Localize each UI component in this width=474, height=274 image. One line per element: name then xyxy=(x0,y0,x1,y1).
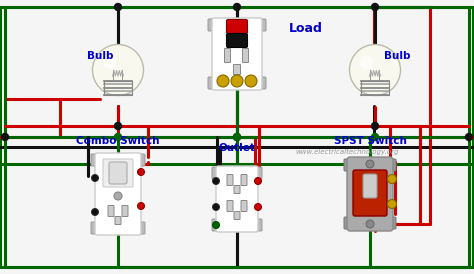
Text: SPST Switch: SPST Switch xyxy=(334,136,406,146)
Circle shape xyxy=(212,178,219,184)
Circle shape xyxy=(212,221,219,229)
FancyBboxPatch shape xyxy=(225,48,230,62)
FancyBboxPatch shape xyxy=(234,185,240,193)
FancyBboxPatch shape xyxy=(212,18,262,90)
FancyBboxPatch shape xyxy=(353,170,387,216)
FancyBboxPatch shape xyxy=(227,19,247,33)
Circle shape xyxy=(349,44,401,96)
Circle shape xyxy=(217,75,229,87)
Circle shape xyxy=(231,75,243,87)
Circle shape xyxy=(92,44,144,96)
FancyBboxPatch shape xyxy=(363,174,377,198)
FancyBboxPatch shape xyxy=(227,175,233,185)
Circle shape xyxy=(234,133,240,141)
Text: Bulb: Bulb xyxy=(384,51,410,61)
FancyBboxPatch shape xyxy=(91,222,145,234)
FancyBboxPatch shape xyxy=(115,216,121,224)
Circle shape xyxy=(103,56,116,69)
Circle shape xyxy=(372,4,379,10)
FancyBboxPatch shape xyxy=(227,33,247,47)
Circle shape xyxy=(255,178,262,184)
FancyBboxPatch shape xyxy=(212,167,262,179)
Circle shape xyxy=(360,56,373,69)
Text: Outlet: Outlet xyxy=(219,143,255,153)
FancyBboxPatch shape xyxy=(234,64,240,75)
Circle shape xyxy=(1,133,9,141)
Circle shape xyxy=(465,133,473,141)
FancyBboxPatch shape xyxy=(208,77,266,89)
Circle shape xyxy=(114,192,122,200)
Circle shape xyxy=(137,202,145,210)
Text: Bulb: Bulb xyxy=(87,51,113,61)
Circle shape xyxy=(366,160,374,168)
Circle shape xyxy=(115,133,121,141)
Circle shape xyxy=(137,169,145,176)
FancyBboxPatch shape xyxy=(103,159,133,187)
FancyBboxPatch shape xyxy=(216,166,258,232)
Circle shape xyxy=(115,4,121,10)
Circle shape xyxy=(388,199,396,209)
Circle shape xyxy=(115,122,121,130)
Circle shape xyxy=(255,204,262,210)
FancyBboxPatch shape xyxy=(243,48,248,62)
FancyBboxPatch shape xyxy=(227,201,233,212)
FancyBboxPatch shape xyxy=(347,157,393,231)
FancyBboxPatch shape xyxy=(109,162,127,184)
Text: Load: Load xyxy=(289,22,323,35)
FancyBboxPatch shape xyxy=(208,19,266,31)
Circle shape xyxy=(245,75,257,87)
Circle shape xyxy=(91,175,99,181)
Text: www.electricaltechnology.org: www.electricaltechnology.org xyxy=(295,149,399,155)
FancyBboxPatch shape xyxy=(234,212,240,219)
Circle shape xyxy=(91,209,99,215)
FancyBboxPatch shape xyxy=(91,154,145,166)
Circle shape xyxy=(388,175,396,184)
Text: Combo Switch: Combo Switch xyxy=(76,136,160,146)
FancyBboxPatch shape xyxy=(108,206,114,216)
FancyBboxPatch shape xyxy=(344,159,396,171)
Circle shape xyxy=(372,133,379,141)
FancyBboxPatch shape xyxy=(344,217,396,229)
FancyBboxPatch shape xyxy=(212,219,262,231)
Circle shape xyxy=(372,122,379,130)
Circle shape xyxy=(212,204,219,210)
Circle shape xyxy=(234,4,240,10)
FancyBboxPatch shape xyxy=(241,175,247,185)
FancyBboxPatch shape xyxy=(122,206,128,216)
FancyBboxPatch shape xyxy=(95,153,141,235)
FancyBboxPatch shape xyxy=(241,201,247,212)
Circle shape xyxy=(234,133,240,141)
Circle shape xyxy=(366,220,374,228)
